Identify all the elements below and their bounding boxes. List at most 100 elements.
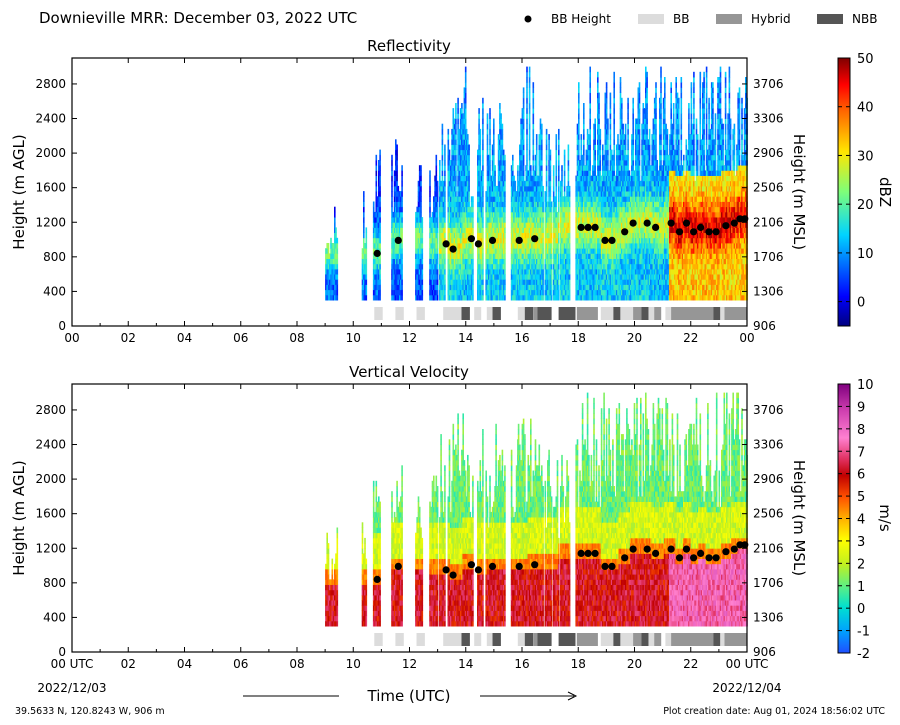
- echo-cell: [365, 284, 368, 291]
- echo-cell: [393, 185, 396, 192]
- echo-cell: [457, 108, 459, 114]
- echo-cell: [436, 253, 439, 259]
- echo-cell: [599, 160, 602, 166]
- echo-cell: [627, 118, 629, 125]
- echo-cell: [609, 123, 612, 130]
- echo-cell: [372, 268, 375, 275]
- echo-cell: [619, 77, 622, 83]
- echo-cell: [504, 201, 506, 208]
- echo-cell: [504, 180, 506, 187]
- echo-cell: [420, 274, 422, 280]
- echo-cell: [589, 170, 591, 176]
- echo-cell: [435, 201, 438, 208]
- echo-cell: [436, 222, 439, 228]
- echo-cell: [418, 222, 421, 228]
- echo-cell: [444, 253, 446, 259]
- echo-cell: [429, 175, 431, 182]
- echo-cell: [613, 113, 615, 119]
- echo-cell: [435, 274, 438, 280]
- echo-cell: [442, 237, 445, 244]
- echo-cell: [416, 274, 418, 280]
- echo-cell: [420, 196, 422, 202]
- echo-cell: [436, 217, 439, 223]
- echo-cell: [372, 279, 375, 285]
- echo-cell: [396, 222, 398, 228]
- echo-cell: [336, 284, 339, 291]
- echo-cell: [451, 170, 453, 176]
- echo-cell: [578, 82, 580, 88]
- echo-cell: [453, 263, 456, 270]
- echo-cell: [335, 232, 337, 239]
- echo-cell: [363, 279, 365, 285]
- echo-cell: [472, 263, 474, 270]
- echo-cell: [450, 232, 452, 239]
- echo-cell: [464, 77, 467, 83]
- echo-cell: [331, 284, 334, 291]
- echo-cell: [393, 284, 396, 291]
- echo-cell: [417, 206, 420, 213]
- echo-cell: [468, 144, 470, 151]
- echo-cell: [504, 279, 506, 285]
- echo-cell: [401, 185, 403, 192]
- echo-cell: [532, 118, 535, 125]
- echo-cell: [393, 294, 396, 301]
- echo-cell: [589, 87, 591, 93]
- echo-cell: [452, 237, 455, 244]
- echo-cell: [440, 289, 442, 296]
- echo-cell: [363, 191, 365, 197]
- echo-cell: [448, 237, 451, 244]
- echo-cell: [328, 263, 331, 270]
- echo-cell: [436, 258, 439, 265]
- echo-cell: [441, 211, 444, 218]
- echo-cell: [452, 268, 455, 275]
- legend-patch-bb: [638, 14, 664, 24]
- echo-cell: [393, 263, 396, 270]
- echo-cell: [393, 243, 396, 249]
- echo-cell: [613, 149, 615, 156]
- echo-cell: [613, 77, 615, 83]
- echo-cell: [457, 103, 459, 109]
- echo-cell: [395, 232, 397, 239]
- echo-cell: [468, 170, 470, 176]
- echo-cell: [364, 279, 366, 285]
- echo-cell: [330, 253, 332, 259]
- echo-cell: [374, 227, 376, 233]
- echo-cell: [542, 274, 544, 280]
- echo-cell: [452, 227, 455, 233]
- echo-cell: [400, 258, 402, 265]
- echo-cell: [441, 196, 444, 202]
- echo-cell: [451, 211, 453, 218]
- echo-cell: [429, 274, 431, 280]
- echo-cell: [430, 248, 433, 254]
- echo-cell: [375, 268, 378, 275]
- echo-cell: [599, 144, 602, 151]
- echo-cell: [327, 284, 330, 291]
- echo-cell: [395, 284, 397, 291]
- echo-cell: [376, 237, 379, 244]
- echo-cell: [435, 294, 438, 301]
- echo-cell: [372, 201, 375, 208]
- echo-cell: [417, 191, 420, 197]
- echo-cell: [379, 258, 381, 265]
- echo-cell: [401, 201, 403, 208]
- echo-cell: [378, 180, 380, 187]
- echo-cell: [448, 243, 451, 249]
- echo-cell: [451, 237, 453, 244]
- echo-cell: [393, 191, 396, 197]
- echo-cell: [391, 258, 393, 265]
- echo-cell: [326, 289, 328, 296]
- echo-cell: [439, 294, 441, 301]
- echo-cell: [335, 289, 337, 296]
- echo-cell: [415, 222, 417, 228]
- echo-cell: [393, 289, 396, 296]
- echo-cell: [613, 97, 615, 104]
- echo-cell: [391, 294, 393, 301]
- echo-cell: [401, 279, 403, 285]
- echo-cell: [416, 217, 418, 223]
- echo-cell: [325, 274, 327, 280]
- echo-cell: [450, 222, 452, 228]
- echo-cell: [332, 268, 335, 275]
- echo-cell: [545, 180, 548, 187]
- echo-cell: [391, 211, 393, 218]
- echo-cell: [415, 263, 417, 270]
